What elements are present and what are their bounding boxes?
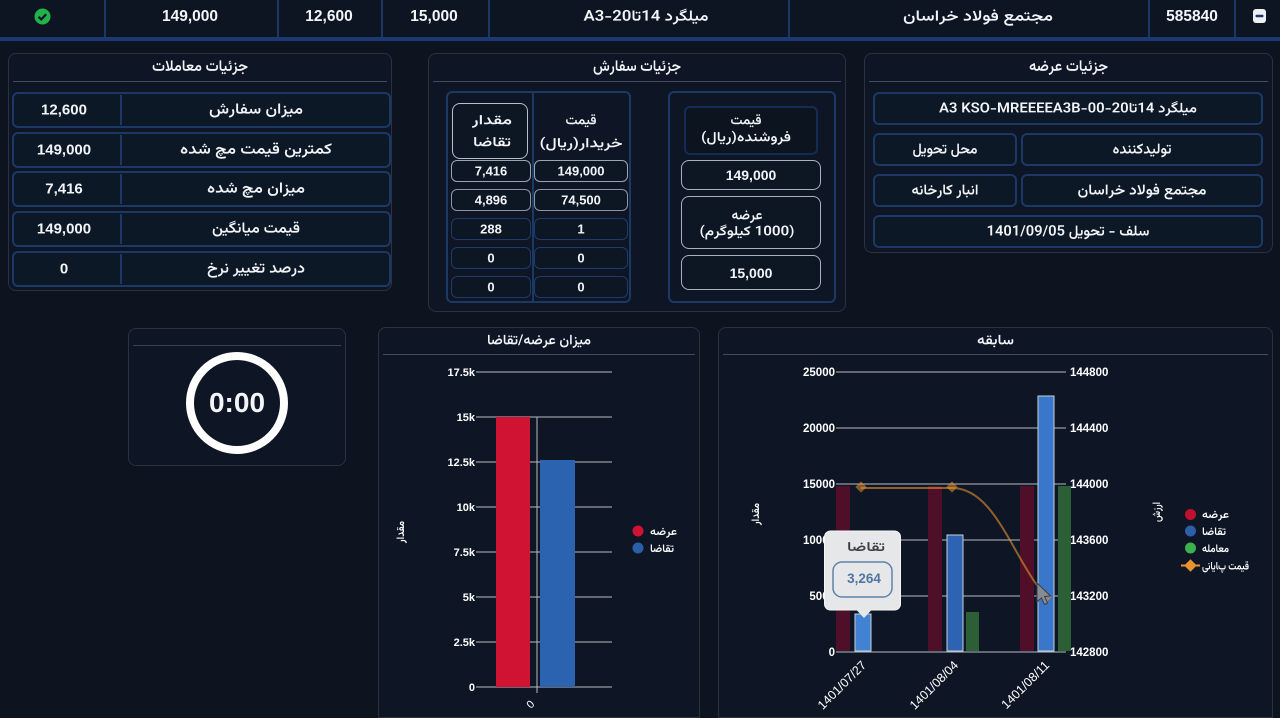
svg-text:142800: 142800 xyxy=(1070,647,1108,659)
svg-text:12.5k: 12.5k xyxy=(447,457,475,469)
svg-text:143600: 143600 xyxy=(1070,535,1108,547)
svg-text:0: 0 xyxy=(829,647,835,659)
svg-text:143200: 143200 xyxy=(1070,591,1108,603)
svg-text:10k: 10k xyxy=(457,502,476,514)
svg-text:1401/08/04: 1401/08/04 xyxy=(907,658,961,712)
svg-text:15k: 15k xyxy=(457,412,476,424)
svg-text:144400: 144400 xyxy=(1070,423,1108,435)
svg-text:5k: 5k xyxy=(463,592,476,604)
svg-text:7.5k: 7.5k xyxy=(454,547,476,559)
svg-text:0: 0 xyxy=(469,682,475,694)
svg-text:25000: 25000 xyxy=(803,367,835,379)
svg-text:144800: 144800 xyxy=(1070,367,1108,379)
svg-text:144000: 144000 xyxy=(1070,479,1108,491)
svg-text:2.5k: 2.5k xyxy=(454,637,476,649)
svg-text:17.5k: 17.5k xyxy=(447,367,475,379)
svg-text:20000: 20000 xyxy=(803,423,835,435)
svg-text:15000: 15000 xyxy=(803,479,835,491)
svg-text:1401/08/11: 1401/08/11 xyxy=(999,658,1053,712)
svg-text:1401/07/27: 1401/07/27 xyxy=(815,658,869,712)
svg-text:3,264: 3,264 xyxy=(847,571,881,586)
svg-text:0: 0 xyxy=(524,698,537,711)
